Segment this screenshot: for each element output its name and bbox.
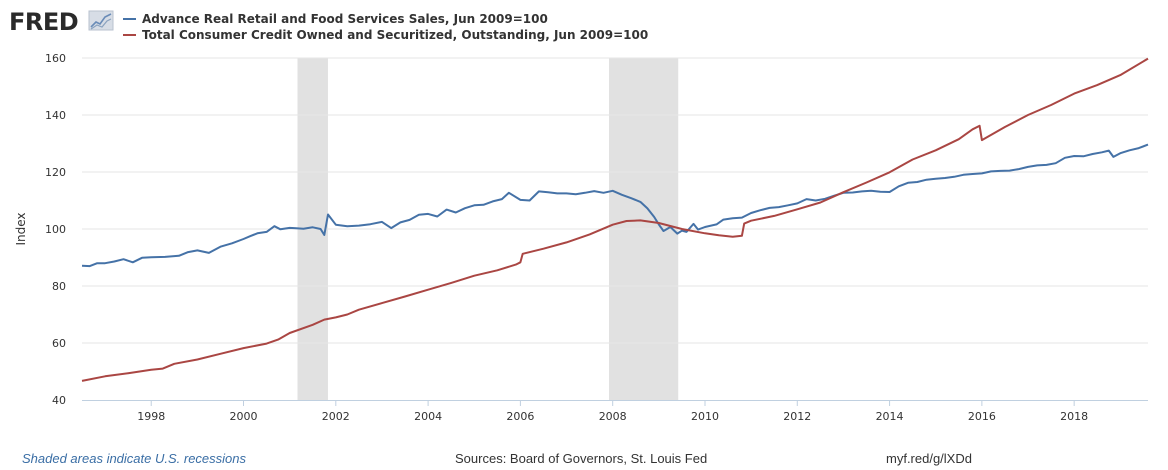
fred-logo-text: FRED <box>9 8 78 36</box>
short-link[interactable]: myf.red/g/lXDd <box>886 451 972 466</box>
x-tick-label-2014: 2014 <box>876 410 904 423</box>
x-tick-label-2000: 2000 <box>230 410 258 423</box>
x-axis: 1998 2000 2002 2004 2006 2008 2010 2012 2014 2016… <box>137 400 1088 423</box>
series-line-retail-sales <box>81 143 1149 268</box>
y-tick-label-140: 140 <box>45 109 66 122</box>
x-tick-label-1998: 1998 <box>137 410 165 423</box>
x-tick-label-2016: 2016 <box>968 410 996 423</box>
y-tick-label-60: 60 <box>52 337 66 350</box>
sources-text: Sources: Board of Governors, St. Louis F… <box>455 451 708 466</box>
x-tick-label-2006: 2006 <box>506 410 534 423</box>
x-tick-label-2012: 2012 <box>783 410 811 423</box>
x-tick-label-2004: 2004 <box>414 410 442 423</box>
sparkline-icon <box>88 10 114 31</box>
x-tick-label-2002: 2002 <box>322 410 350 423</box>
legend-label-retail: Advance Real Retail and Food Services Sa… <box>142 12 548 26</box>
y-tick-label-40: 40 <box>52 394 66 407</box>
x-tick-label-2018: 2018 <box>1060 410 1088 423</box>
series-line-consumer-credit <box>81 57 1149 382</box>
legend-label-credit: Total Consumer Credit Owned and Securiti… <box>142 28 648 42</box>
legend: Advance Real Retail and Food Services Sa… <box>123 12 648 42</box>
y-axis-title: Index <box>14 212 28 245</box>
y-tick-label-160: 160 <box>45 52 66 65</box>
recession-note: Shaded areas indicate U.S. recessions <box>22 451 247 466</box>
series-lines <box>81 57 1149 382</box>
y-axis: 40 60 80 100 120 140 160 <box>45 52 66 407</box>
fred-logo[interactable]: FRED <box>9 8 114 36</box>
x-tick-label-2010: 2010 <box>691 410 719 423</box>
y-tick-label-100: 100 <box>45 223 66 236</box>
gridlines <box>82 57 1148 344</box>
y-tick-label-80: 80 <box>52 280 66 293</box>
y-tick-label-120: 120 <box>45 166 66 179</box>
x-tick-label-2008: 2008 <box>599 410 627 423</box>
